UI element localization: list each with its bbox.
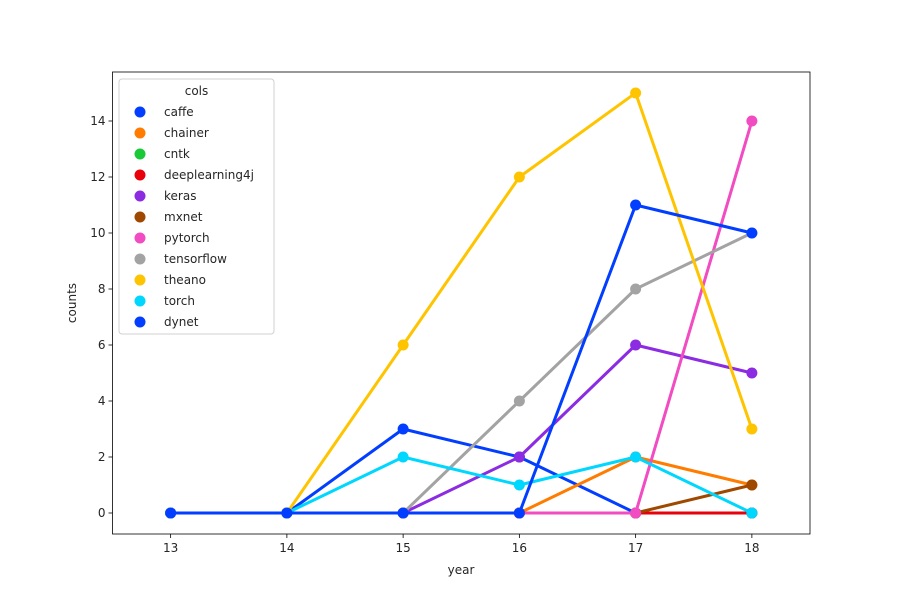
legend: cols caffe chainer cntk deeplearning4j keras… bbox=[119, 79, 274, 334]
legend-marker-theano bbox=[135, 275, 146, 286]
y-tick-label: 8 bbox=[98, 282, 106, 296]
data-point-keras-16 bbox=[514, 452, 525, 463]
data-point-dynet-16 bbox=[514, 508, 525, 519]
y-tick-label: 6 bbox=[98, 338, 106, 352]
legend-marker-deeplearning4j bbox=[135, 170, 146, 181]
legend-marker-torch bbox=[135, 296, 146, 307]
data-point-theano-18 bbox=[746, 424, 757, 435]
series-line-keras bbox=[171, 345, 752, 513]
legend-marker-caffe bbox=[135, 107, 146, 118]
data-point-torch-17 bbox=[630, 452, 641, 463]
series-keras bbox=[165, 340, 757, 519]
data-point-torch-16 bbox=[514, 480, 525, 491]
data-point-theano-15 bbox=[398, 340, 409, 351]
legend-marker-dynet bbox=[135, 317, 146, 328]
legend-marker-cntk bbox=[135, 149, 146, 160]
data-point-keras-18 bbox=[746, 368, 757, 379]
y-tick-label: 0 bbox=[98, 506, 106, 520]
legend-label-keras: keras bbox=[164, 189, 196, 203]
legend-label-pytorch: pytorch bbox=[164, 231, 210, 245]
legend-marker-chainer bbox=[135, 128, 146, 139]
x-tick-label: 18 bbox=[744, 541, 759, 555]
x-tick-label: 14 bbox=[279, 541, 294, 555]
legend-box bbox=[119, 79, 274, 334]
data-point-pytorch-17 bbox=[630, 508, 641, 519]
legend-marker-tensorflow bbox=[135, 254, 146, 265]
data-point-dynet-15 bbox=[398, 508, 409, 519]
legend-title: cols bbox=[185, 84, 209, 98]
y-tick-label: 2 bbox=[98, 450, 106, 464]
x-tick-label: 16 bbox=[512, 541, 527, 555]
legend-label-mxnet: mxnet bbox=[164, 210, 203, 224]
data-point-dynet-13 bbox=[165, 508, 176, 519]
legend-marker-keras bbox=[135, 191, 146, 202]
y-axis-label: counts bbox=[65, 283, 79, 323]
legend-label-tensorflow: tensorflow bbox=[164, 252, 227, 266]
y-tick-label: 14 bbox=[90, 114, 105, 128]
x-tick-label: 13 bbox=[163, 541, 178, 555]
legend-label-deeplearning4j: deeplearning4j bbox=[164, 168, 254, 182]
legend-label-caffe: caffe bbox=[164, 105, 194, 119]
legend-label-torch: torch bbox=[164, 294, 195, 308]
legend-marker-pytorch bbox=[135, 233, 146, 244]
legend-marker-mxnet bbox=[135, 212, 146, 223]
y-tick-label: 12 bbox=[90, 170, 105, 184]
data-point-tensorflow-17 bbox=[630, 284, 641, 295]
x-tick-label: 15 bbox=[395, 541, 410, 555]
data-point-pytorch-18 bbox=[746, 116, 757, 127]
data-point-theano-17 bbox=[630, 88, 641, 99]
x-tick-label: 17 bbox=[628, 541, 643, 555]
y-tick-label: 10 bbox=[90, 226, 105, 240]
y-tick-label: 4 bbox=[98, 394, 106, 408]
data-point-dynet-14 bbox=[281, 508, 292, 519]
data-point-theano-16 bbox=[514, 172, 525, 183]
data-point-caffe-15 bbox=[398, 424, 409, 435]
data-point-torch-18 bbox=[746, 508, 757, 519]
data-point-dynet-17 bbox=[630, 200, 641, 211]
data-point-keras-17 bbox=[630, 340, 641, 351]
legend-label-dynet: dynet bbox=[164, 315, 199, 329]
legend-label-cntk: cntk bbox=[164, 147, 190, 161]
data-point-dynet-18 bbox=[746, 228, 757, 239]
data-point-tensorflow-16 bbox=[514, 396, 525, 407]
data-point-torch-15 bbox=[398, 452, 409, 463]
series-line-mxnet bbox=[171, 485, 752, 513]
legend-label-chainer: chainer bbox=[164, 126, 209, 140]
x-axis-label: year bbox=[448, 563, 475, 577]
data-point-mxnet-18 bbox=[746, 480, 757, 491]
legend-label-theano: theano bbox=[164, 273, 206, 287]
